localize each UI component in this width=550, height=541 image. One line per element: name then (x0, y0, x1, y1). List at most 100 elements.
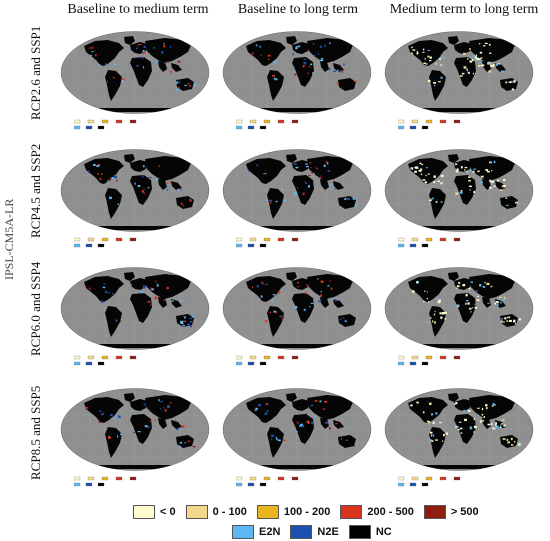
change-patch (354, 204, 357, 208)
change-patch (309, 306, 311, 308)
change-patch (295, 46, 299, 48)
row-label-rcp26: RCP2.6 and SSP1 (28, 25, 43, 120)
change-patch (492, 403, 495, 405)
change-patch (326, 306, 329, 309)
change-patch (99, 177, 102, 181)
mini-swatch (259, 243, 267, 248)
change-patch (352, 197, 356, 200)
continent (292, 175, 314, 205)
change-patch (271, 434, 275, 437)
change-patch (106, 199, 108, 201)
change-patch (443, 311, 447, 315)
change-patch (296, 421, 299, 424)
change-patch (513, 319, 516, 323)
world-map (384, 31, 534, 114)
change-patch (112, 76, 115, 79)
change-patch (183, 320, 187, 323)
change-patch (427, 173, 430, 175)
mini-legend-swatches (235, 119, 299, 130)
change-patch (465, 171, 469, 173)
change-patch (169, 402, 172, 404)
mini-swatch (397, 361, 405, 366)
change-patch (353, 445, 356, 447)
change-patch (469, 426, 473, 430)
change-patch (307, 421, 310, 424)
mini-swatch (249, 237, 257, 242)
change-patch (442, 440, 444, 442)
continent (105, 70, 122, 101)
map-panel-r1-c3 (384, 30, 534, 118)
change-patch (433, 175, 436, 178)
change-patch (501, 419, 505, 421)
change-patch (473, 418, 475, 421)
change-patch (468, 287, 471, 290)
change-patch (430, 198, 432, 201)
mini-swatch (247, 361, 255, 366)
continent (286, 154, 297, 163)
world-map (384, 149, 534, 232)
change-patch (456, 304, 460, 307)
change-patch (169, 45, 172, 49)
change-patch (154, 296, 158, 300)
change-patch (498, 62, 500, 65)
change-patch (171, 301, 173, 304)
change-patch (416, 51, 419, 54)
change-patch (264, 412, 268, 415)
continent (454, 57, 476, 87)
continent (454, 175, 476, 205)
change-patch (177, 188, 180, 191)
change-patch (484, 42, 488, 45)
continent (469, 38, 515, 63)
change-patch (294, 73, 297, 76)
continent (145, 156, 191, 181)
change-patch (472, 55, 476, 58)
mini-swatch (247, 243, 255, 248)
continent (286, 36, 297, 45)
change-patch (493, 426, 497, 429)
change-patch (493, 160, 496, 164)
continent (482, 179, 491, 190)
continent (124, 393, 135, 402)
panel-mini-legend (73, 118, 194, 130)
change-patch (505, 197, 508, 199)
continent (124, 154, 135, 163)
mini-swatch (97, 243, 105, 248)
change-patch (116, 179, 118, 182)
change-patch (135, 47, 138, 50)
mini-legend-swatches (73, 119, 137, 130)
panel-mini-legend (235, 118, 356, 130)
change-patch (464, 166, 468, 169)
continent (292, 399, 310, 411)
change-patch (179, 441, 183, 444)
change-patch (455, 170, 458, 173)
change-patch (305, 182, 308, 185)
change-patch (458, 428, 460, 431)
map-panel-r4-c2 (222, 387, 372, 475)
change-patch (325, 421, 329, 424)
change-patch (433, 181, 436, 184)
change-patch (318, 300, 322, 303)
change-patch (479, 51, 483, 54)
change-patch (144, 425, 148, 428)
mini-swatch (411, 237, 419, 242)
continent (246, 40, 286, 66)
continent (454, 399, 472, 411)
change-patch (271, 300, 275, 303)
continent (252, 108, 342, 112)
change-patch (178, 445, 182, 447)
mini-swatch (439, 119, 447, 124)
change-patch (479, 62, 481, 64)
change-patch (515, 445, 518, 447)
change-patch (440, 76, 443, 79)
continent (246, 397, 286, 423)
change-patch (260, 54, 262, 57)
change-patch (475, 56, 477, 59)
change-patch (469, 60, 473, 63)
mini-swatch (129, 476, 137, 481)
continent (267, 188, 284, 219)
change-patch (501, 185, 503, 188)
change-patch (507, 441, 510, 444)
mini-swatch (411, 119, 419, 124)
change-patch (476, 299, 480, 302)
change-patch (488, 61, 490, 64)
